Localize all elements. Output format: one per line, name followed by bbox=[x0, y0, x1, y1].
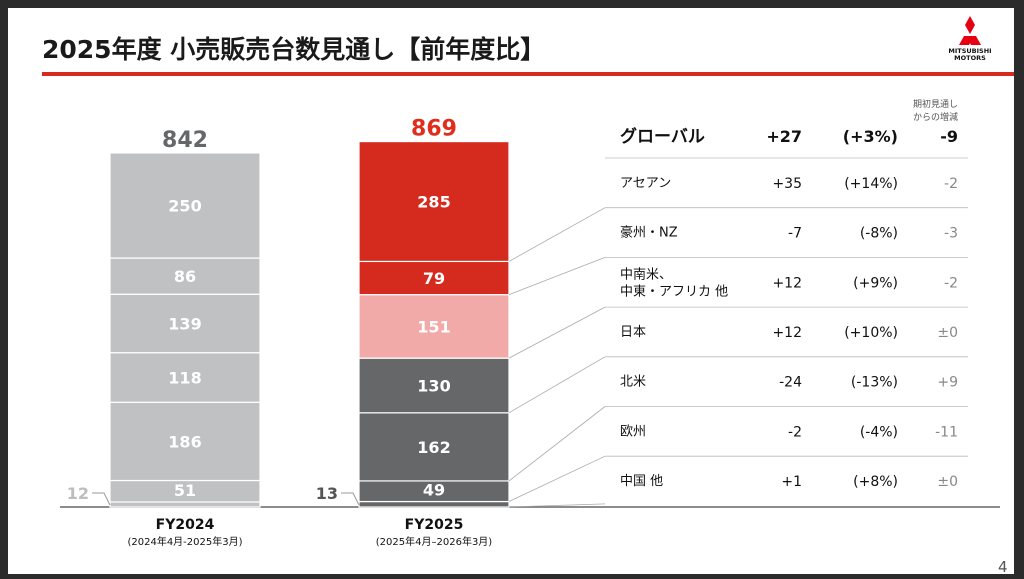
bar-value-label: 51 bbox=[174, 481, 196, 500]
connector-line bbox=[508, 257, 606, 296]
bar-segment bbox=[109, 152, 261, 259]
row-delta: -2 bbox=[944, 275, 958, 291]
slide-title: 2025年度 小売販売台数見通し【前年度比】 bbox=[42, 35, 546, 64]
connector-line bbox=[508, 207, 606, 262]
row-delta: -11 bbox=[935, 424, 958, 440]
bar-value-label: 139 bbox=[168, 314, 201, 333]
logo-text: MITSUBISHI MOTORS bbox=[944, 48, 996, 62]
row-pct: (+8%) bbox=[853, 474, 898, 490]
connector-line bbox=[508, 455, 606, 502]
bar-segment bbox=[109, 501, 261, 508]
row-change: -7 bbox=[788, 226, 802, 242]
leader-line bbox=[92, 492, 111, 506]
bar-segment bbox=[358, 357, 510, 414]
row-change: +12 bbox=[772, 275, 802, 291]
bar-value-label-outside: 12 bbox=[67, 484, 89, 503]
row-label-line2: 中東・アフリカ 他 bbox=[620, 283, 728, 299]
logo-line1: MITSUBISHI bbox=[948, 47, 992, 55]
row-label: 日本 bbox=[620, 325, 646, 340]
row-delta: +9 bbox=[937, 375, 958, 391]
row-pct: (-4%) bbox=[860, 424, 898, 440]
row-label: 豪州・NZ bbox=[620, 225, 678, 241]
connector-line bbox=[508, 306, 606, 359]
row-pct: (-8%) bbox=[860, 226, 898, 242]
page-number: 4 bbox=[998, 558, 1008, 576]
row-label: アセアン bbox=[620, 176, 671, 191]
bar-segment bbox=[109, 257, 261, 295]
bar-segment bbox=[358, 500, 510, 508]
row-delta: -3 bbox=[944, 226, 958, 242]
bar-total-label: 869 bbox=[411, 117, 457, 142]
row-delta: ±0 bbox=[937, 325, 958, 341]
row-label-line1: 中南米、 bbox=[620, 266, 672, 282]
row-label: 北米 bbox=[620, 375, 646, 390]
leader-line bbox=[341, 492, 360, 506]
row-pct: (+9%) bbox=[853, 275, 898, 291]
mitsubishi-logo-icon bbox=[959, 16, 981, 45]
global-label: グローバル bbox=[620, 126, 705, 147]
row-change: -2 bbox=[788, 424, 802, 440]
bar-value-label: 118 bbox=[168, 368, 201, 387]
connector-line bbox=[508, 356, 606, 414]
row-delta: -2 bbox=[944, 176, 958, 192]
bar-value-label: 186 bbox=[168, 432, 201, 451]
bar-segment bbox=[358, 260, 510, 296]
global-delta: -9 bbox=[940, 127, 958, 146]
bar-value-label: 79 bbox=[423, 269, 445, 288]
category-label: FY2024 bbox=[156, 517, 215, 533]
row-change: +35 bbox=[772, 176, 802, 192]
bar-value-label: 162 bbox=[417, 438, 450, 457]
bar-segment bbox=[358, 294, 510, 359]
connector-line bbox=[508, 503, 606, 508]
row-pct: (-13%) bbox=[851, 375, 898, 391]
bar-segment bbox=[109, 401, 261, 482]
bar-segment bbox=[358, 140, 510, 263]
global-pct: (+3%) bbox=[843, 127, 898, 146]
category-sublabel: (2025年4月–2026年3月) bbox=[376, 535, 493, 548]
row-label: 欧州 bbox=[620, 424, 646, 439]
bar-value-label: 49 bbox=[423, 481, 445, 500]
bar-value-label: 285 bbox=[417, 193, 450, 212]
category-sublabel: (2024年4月-2025年3月) bbox=[127, 535, 242, 548]
category-label: FY2025 bbox=[405, 517, 464, 533]
row-change: +1 bbox=[781, 474, 802, 490]
note-line2: からの増減 bbox=[913, 111, 958, 123]
logo-line2: MOTORS bbox=[954, 54, 986, 62]
global-change: +27 bbox=[766, 127, 802, 146]
bar-value-label-outside: 13 bbox=[316, 484, 338, 503]
row-pct: (+14%) bbox=[844, 176, 898, 192]
note-line1: 期初見通し bbox=[913, 98, 958, 110]
bar-value-label: 250 bbox=[168, 197, 201, 216]
title-rule bbox=[42, 72, 1014, 76]
row-change: -24 bbox=[779, 375, 802, 391]
bar-value-label: 151 bbox=[417, 317, 450, 336]
row-delta: ±0 bbox=[937, 474, 958, 490]
bar-value-label: 130 bbox=[417, 376, 450, 395]
connector-line bbox=[508, 406, 606, 482]
row-change: +12 bbox=[772, 325, 802, 341]
row-pct: (+10%) bbox=[844, 325, 898, 341]
row-label: 中国 他 bbox=[620, 474, 663, 489]
bar-total-label: 842 bbox=[162, 128, 208, 153]
bar-value-label: 86 bbox=[174, 267, 196, 286]
